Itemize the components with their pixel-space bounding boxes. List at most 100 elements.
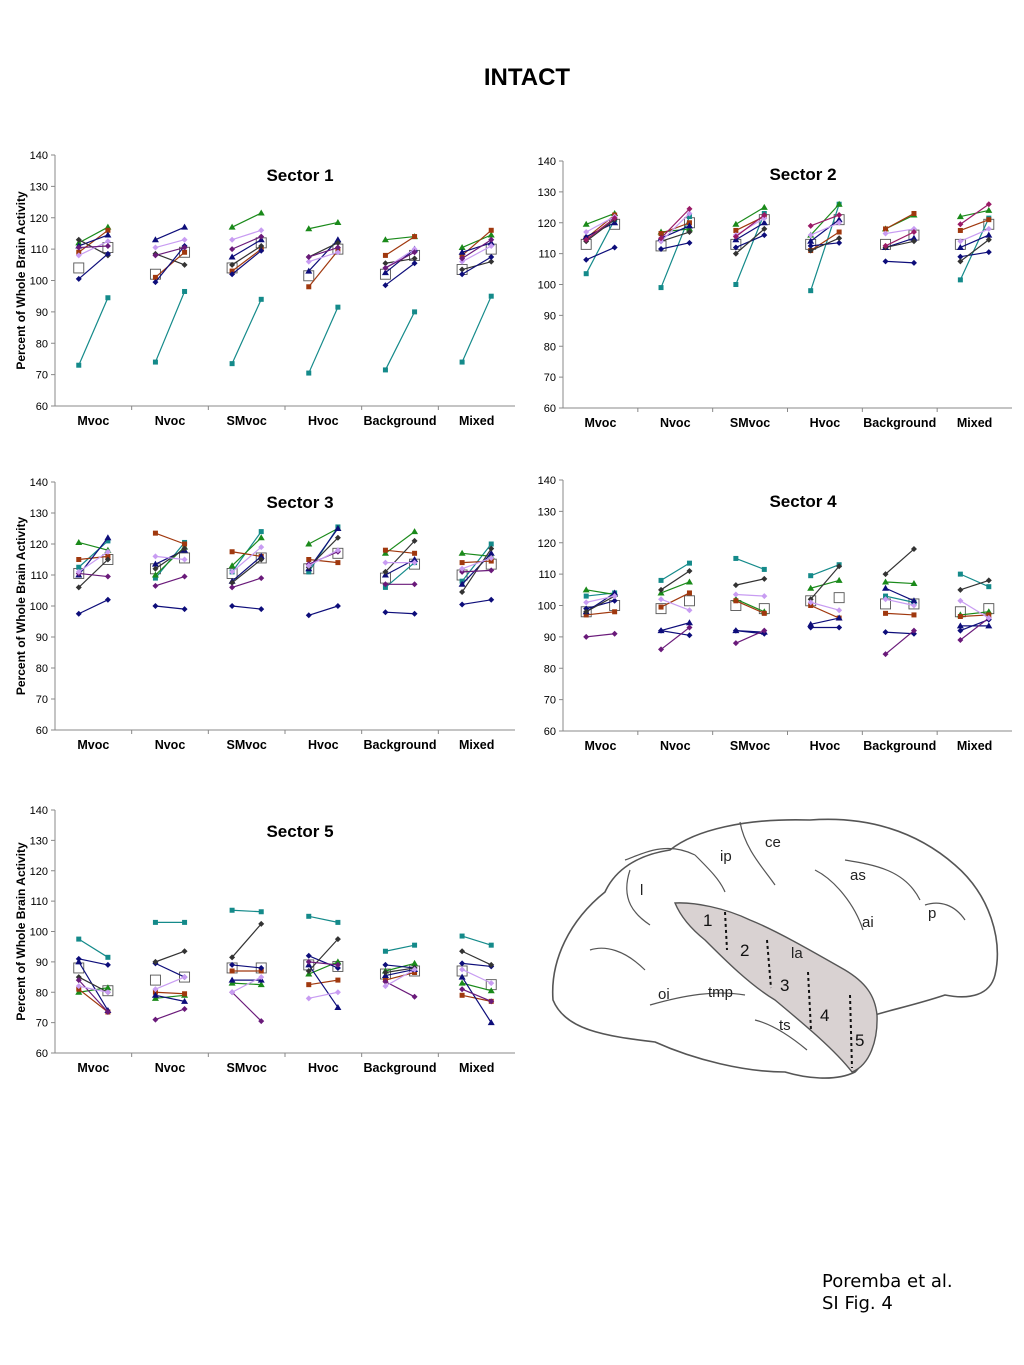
- triangle-marker: [882, 584, 890, 591]
- series-line: [385, 968, 415, 987]
- series-line: [585, 212, 615, 225]
- series-line: [660, 242, 690, 250]
- x-tick-label: Mixed: [957, 739, 992, 753]
- triangle-marker: [807, 237, 815, 244]
- square-marker: [335, 560, 341, 566]
- sector-divider: [766, 939, 772, 989]
- diamond-marker: [411, 260, 418, 267]
- x-tick-label: Mvoc: [77, 1061, 109, 1075]
- series-line: [735, 222, 765, 241]
- credit-authors: Poremba et al.: [822, 1271, 953, 1292]
- diamond-marker: [488, 596, 495, 603]
- series-line: [461, 950, 492, 966]
- data-series: [76, 288, 494, 376]
- series-line: [155, 605, 185, 610]
- series-line: [78, 234, 109, 247]
- square-marker: [658, 285, 664, 291]
- diamond-marker: [75, 584, 82, 591]
- diamond-marker: [258, 964, 265, 971]
- y-tick-label: 120: [30, 213, 48, 225]
- series-line: [231, 976, 262, 993]
- series-line: [78, 555, 108, 561]
- series-line: [78, 551, 109, 573]
- data-series: [75, 223, 495, 276]
- x-tick-label: Nvoc: [660, 739, 691, 753]
- series-line: [385, 262, 415, 286]
- y-tick-label: 100: [538, 601, 556, 613]
- chart-title: Sector 3: [266, 493, 333, 512]
- square-marker: [911, 210, 917, 216]
- triangle-marker: [835, 614, 843, 621]
- diamond-marker: [75, 236, 82, 243]
- square-marker: [459, 252, 465, 258]
- diamond-marker: [611, 215, 618, 222]
- series-line: [461, 242, 492, 253]
- chart-sector-5: 60 70 80 90 100 110 120 130 140 Mvoc Nvoc SMvoc Hvoc…: [14, 805, 515, 1075]
- series-line: [385, 981, 415, 998]
- diamond-marker: [104, 596, 111, 603]
- triangle-marker: [458, 244, 466, 251]
- triangle-marker: [910, 597, 918, 604]
- series-line: [586, 633, 615, 638]
- diamond-marker: [229, 954, 236, 961]
- square-marker: [658, 577, 664, 583]
- diamond-marker: [807, 232, 814, 239]
- y-tick-label: 130: [30, 508, 48, 520]
- diamond-marker: [104, 242, 111, 249]
- diamond-marker: [459, 271, 466, 278]
- diamond-marker: [104, 961, 111, 968]
- square-marker: [152, 530, 158, 536]
- sulcus-line: [739, 821, 776, 886]
- diamond-marker: [382, 568, 389, 575]
- series-line: [78, 985, 109, 993]
- region-label: ce: [765, 834, 781, 851]
- data-series: [583, 546, 992, 615]
- sector-divider: [807, 971, 812, 1031]
- diamond-marker: [258, 247, 265, 254]
- series-line: [308, 251, 339, 263]
- series-line: [735, 598, 765, 613]
- y-tick-label: 90: [36, 307, 48, 319]
- diamond-marker: [334, 534, 341, 541]
- square-marker: [733, 555, 739, 561]
- diamond-marker: [382, 978, 389, 985]
- data-series: [75, 958, 495, 1025]
- diamond-marker: [334, 936, 341, 943]
- diamond-marker: [836, 624, 843, 631]
- y-tick-label: 120: [30, 539, 48, 551]
- diamond-marker: [258, 606, 265, 613]
- series-line: [735, 593, 765, 597]
- x-tick-label: Nvoc: [155, 738, 186, 752]
- triangle-marker: [685, 222, 693, 229]
- diamond-marker: [761, 575, 768, 582]
- diamond-marker: [181, 261, 188, 268]
- series-line: [78, 988, 109, 1013]
- series-line: [735, 600, 765, 614]
- series-line: [810, 219, 840, 242]
- diamond-marker: [882, 596, 889, 603]
- diamond-marker: [459, 266, 466, 273]
- diamond-marker: [459, 948, 466, 955]
- x-tick-label: Hvoc: [308, 1061, 339, 1075]
- series-line: [155, 548, 185, 570]
- diamond-marker: [411, 993, 418, 1000]
- region-label: la: [791, 945, 803, 962]
- triangle-marker: [458, 580, 466, 587]
- triangle-marker: [956, 622, 964, 629]
- y-tick-label: 90: [544, 310, 556, 322]
- triangle-marker: [305, 225, 313, 232]
- series-line: [461, 256, 492, 275]
- square-marker: [986, 584, 992, 590]
- series-line: [461, 976, 492, 1023]
- diamond-marker: [985, 577, 992, 584]
- series-line: [78, 240, 109, 256]
- diamond-marker: [411, 246, 418, 253]
- y-axis-label: Percent of Whole Brain Activity: [14, 842, 28, 1021]
- data-series: [75, 227, 495, 271]
- series-line: [308, 961, 338, 966]
- diamond-marker: [152, 565, 159, 572]
- series-line: [586, 600, 615, 610]
- diamond-marker: [836, 219, 843, 226]
- sulcus-line: [624, 847, 696, 861]
- diamond-marker: [305, 253, 312, 260]
